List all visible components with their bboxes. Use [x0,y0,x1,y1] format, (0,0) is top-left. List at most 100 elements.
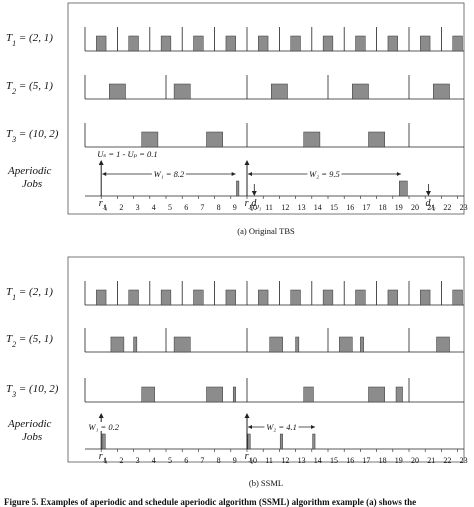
axis-tick-label: 5 [168,203,172,212]
execution-block [368,131,385,148]
axis-tick-label: 23 [460,203,468,212]
axis-tick-label: 1 [103,203,107,212]
execution-block [160,35,172,52]
axis-tick-label: 20 [411,203,419,212]
axis-tick-label: 14 [314,456,322,465]
execution-block [322,35,334,52]
execution-block [420,35,431,52]
utilization-note: Uₛ = 1 - Uₚ = 0.1 [97,149,157,159]
window-label-bg [264,422,299,431]
axis-tick-label: 5 [168,456,172,465]
axis-tick-label: 22 [443,203,451,212]
release-arrowhead [98,160,104,165]
panel-frame [67,2,465,215]
aperiodic-label-jobs: Jobs [22,431,42,443]
release-label: rJ2 [245,451,255,465]
axis-tick-label: 4 [152,456,156,465]
window-label-bg [86,422,121,431]
task-row-2: T2 = (5, 1) [6,75,465,100]
window-arrow-left [102,172,107,176]
execution-block [258,35,269,52]
axis-tick-label: 20 [411,456,419,465]
task-label: T3 = (10, 2) [6,383,59,399]
window-label: W₁ = 0.2 [88,422,119,432]
task-label: T2 = (5, 1) [6,333,53,349]
execution-block [232,386,236,403]
axis-tick-label: 18 [379,456,387,465]
task-row-2: T2 = (5, 1) [6,328,465,353]
execution-block [160,289,172,306]
aperiodic-execution [312,433,316,450]
execution-block [109,83,126,100]
axis-tick-label: 1 [103,456,107,465]
execution-block [303,386,314,403]
task-label: T3 = (10, 2) [6,128,59,144]
axis-tick-label: 15 [330,203,338,212]
execution-block [387,35,398,52]
deadline-arrowhead [425,191,431,196]
axis-tick-label: 11 [265,456,273,465]
execution-block [395,386,403,403]
figure-caption-footer: Figure 5. Examples of aperiodic and sche… [4,497,416,507]
execution-block [303,131,321,148]
aperiodic-execution [247,433,251,450]
task-row-1: T1 = (2, 1) [6,27,465,52]
execution-block [355,35,366,52]
aperiodic-execution [279,433,283,450]
release-label: rJ2 [245,198,255,212]
deadline-arrowhead [251,191,257,196]
deadline-label: dJ1 [251,198,261,212]
axis-tick-label: 6 [184,456,188,465]
axis-tick-label: 17 [362,203,370,212]
execution-block [295,336,300,353]
axis-tick-label: 14 [314,203,322,212]
execution-block [352,83,369,100]
axis-tick-label: 16 [346,456,354,465]
axis-tick-label: 22 [443,456,451,465]
window-label: W₂ = 9.5 [309,169,340,179]
axis-tick-label: 7 [200,456,204,465]
execution-block [387,289,398,306]
axis-tick-label: 8 [217,203,221,212]
axis-tick-label: 10 [249,456,257,465]
release-label: rJ1 [99,198,108,212]
aperiodic-execution [399,180,408,197]
window-arrow-right [231,172,236,176]
execution-block [368,386,385,403]
aperiodic-execution [236,180,240,197]
execution-block [360,336,364,353]
execution-block [436,336,450,353]
axis-tick-label: 12 [281,456,289,465]
window-label-bg [307,169,342,178]
execution-block [271,83,288,100]
execution-block [128,35,139,52]
execution-block [225,35,236,52]
aperiodic-label-jobs: Jobs [22,178,42,190]
axis-tick-label: 4 [152,203,156,212]
execution-block [206,131,223,148]
release-arrowhead [244,413,250,418]
aperiodic-execution [101,433,106,450]
axis-tick-label: 11 [265,203,273,212]
execution-block [258,289,269,306]
axis-tick-label: 3 [136,456,140,465]
axis-tick-label: 21 [427,456,435,465]
task-label: T1 = (2, 1) [6,32,53,48]
axis-tick-label: 6 [184,203,188,212]
release-arrowhead [244,160,250,165]
execution-block [141,386,155,403]
execution-block [225,289,236,306]
execution-block [433,83,450,100]
release-label: rJ1 [99,451,108,465]
window-label: W₁ = 8.2 [154,169,185,179]
axis-tick-label: 2 [119,456,123,465]
axis-tick-label: 9 [233,203,237,212]
panel-frame [67,256,465,463]
task-row-1: T1 = (2, 1) [6,281,465,306]
execution-block [206,386,223,403]
window-label-bg [151,169,186,178]
axis-tick-label: 23 [460,456,468,465]
